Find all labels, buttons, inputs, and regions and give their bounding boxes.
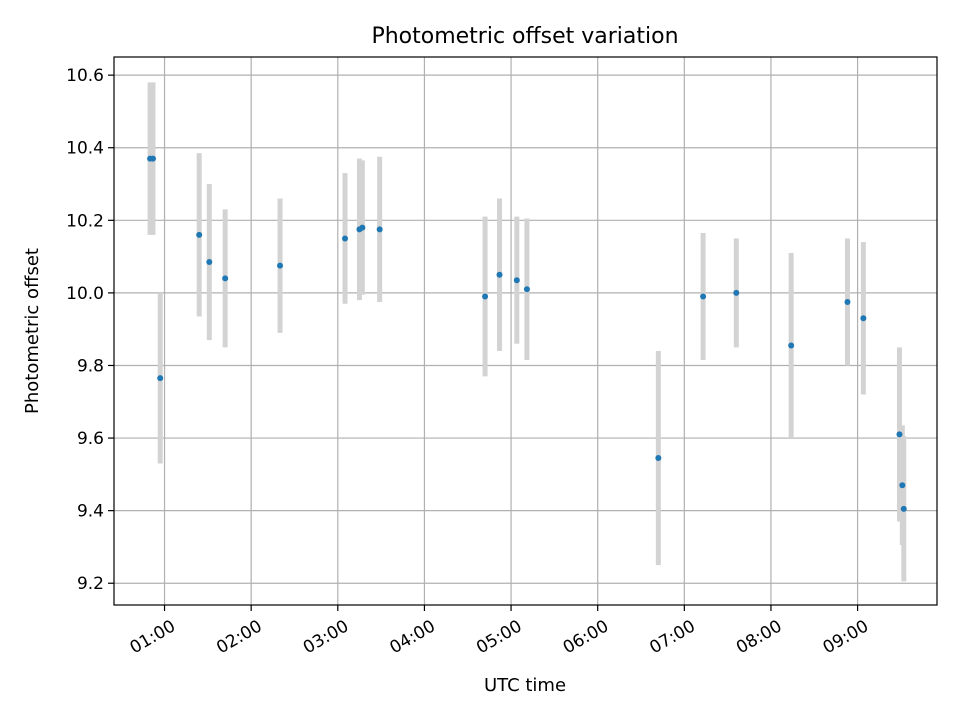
- x-axis-label: UTC time: [484, 675, 566, 696]
- data-point: [196, 231, 203, 238]
- data-point: [342, 235, 349, 242]
- data-point: [482, 293, 489, 300]
- data-point: [899, 482, 906, 489]
- data-point: [788, 342, 795, 349]
- y-tick-label: 10.6: [66, 66, 104, 86]
- data-point: [222, 275, 229, 282]
- x-axis: 01:00 02:00 03:00 04:00 05:00 06:00 07:00 08:00…: [127, 605, 872, 658]
- x-tick-label: 04:00: [386, 616, 438, 658]
- data-point: [149, 155, 156, 162]
- data-point: [655, 455, 662, 462]
- x-tick-label: 01:00: [127, 616, 179, 658]
- y-axis-label: Photometric offset: [22, 248, 43, 414]
- x-tick-label: 02:00: [213, 616, 265, 658]
- x-tick-label: 07:00: [646, 616, 698, 658]
- data-point: [359, 224, 366, 231]
- chart-title: Photometric offset variation: [371, 24, 678, 49]
- y-tick-label: 9.8: [77, 356, 104, 376]
- x-tick-label: 06:00: [560, 616, 612, 658]
- error-bars: [147, 82, 907, 582]
- plot-frame: [113, 56, 938, 606]
- data-point: [896, 431, 903, 438]
- data-point: [513, 277, 520, 284]
- x-tick-label: 05:00: [473, 616, 525, 658]
- data-point: [496, 271, 503, 278]
- y-tick-label: 10.0: [66, 284, 104, 304]
- y-tick-label: 9.6: [77, 429, 104, 449]
- data-points: [147, 155, 907, 512]
- data-point: [277, 262, 284, 269]
- x-tick-label: 09:00: [820, 616, 872, 658]
- data-point: [844, 298, 851, 305]
- data-point: [157, 375, 164, 382]
- y-tick-label: 10.2: [66, 211, 104, 231]
- data-point: [700, 293, 707, 300]
- y-axis: 9.2 9.4 9.6 9.8 10.0 10.2 10.4 10.6: [66, 66, 114, 594]
- x-tick-label: 08:00: [733, 616, 785, 658]
- data-point: [376, 226, 383, 233]
- data-point: [206, 259, 213, 266]
- y-tick-label: 10.4: [66, 139, 104, 159]
- x-tick-label: 03:00: [300, 616, 352, 658]
- data-point: [860, 315, 867, 322]
- data-point: [733, 289, 740, 296]
- data-point: [523, 286, 530, 293]
- y-tick-label: 9.4: [77, 502, 104, 522]
- data-point: [900, 505, 907, 512]
- y-tick-label: 9.2: [77, 574, 104, 594]
